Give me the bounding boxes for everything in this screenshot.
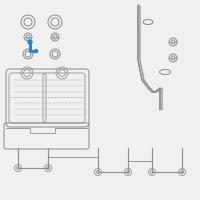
Circle shape: [35, 49, 38, 52]
Circle shape: [28, 40, 32, 44]
